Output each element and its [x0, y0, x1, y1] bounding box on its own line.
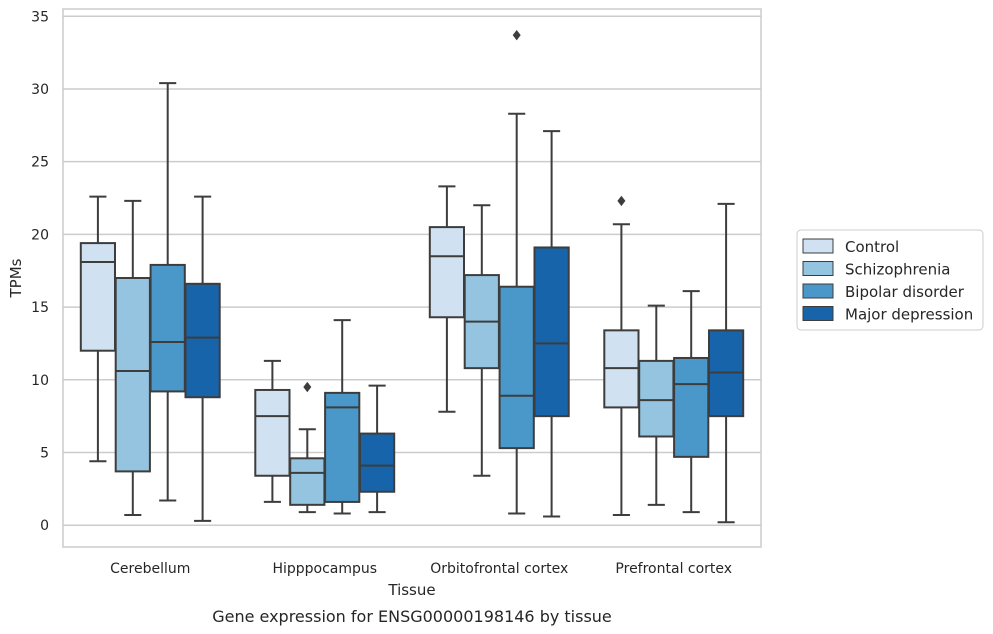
box-body [324, 391, 361, 503]
box-body [533, 246, 570, 418]
legend-label: Schizophrenia [845, 261, 950, 279]
chart-caption: Gene expression for ENSG00000198146 by t… [212, 607, 612, 626]
box [324, 319, 361, 515]
box [603, 195, 640, 517]
legend-swatch [802, 261, 834, 276]
box [289, 381, 326, 514]
legend-label: Bipolar disorder [845, 283, 965, 301]
y-tick-label: 5 [40, 445, 49, 461]
legend-swatch [802, 238, 834, 254]
x-tick-label: Hipppocampus [272, 561, 377, 577]
legend-label: Control [845, 238, 899, 256]
x-tick-label: Prefrontal cortex [615, 561, 732, 577]
y-tick-label: 30 [31, 82, 49, 98]
box [463, 204, 500, 477]
box [149, 82, 186, 502]
box-body [184, 282, 221, 399]
box-groups [79, 29, 745, 524]
box-body [114, 277, 151, 473]
box-body [498, 285, 535, 450]
box-body [79, 242, 117, 352]
x-tick-label: Cerebellum [110, 561, 190, 577]
x-tick-label: Orbitofrontal cortex [430, 561, 568, 577]
y-tick-label: 0 [40, 518, 49, 534]
y-tick-labels: 0 5 10 15 20 25 30 35 [31, 9, 49, 534]
y-tick-label: 10 [31, 373, 49, 389]
box [114, 199, 151, 517]
legend-swatch [802, 283, 834, 299]
box-body [428, 226, 466, 319]
box [358, 384, 396, 514]
x-tick-labels: Cerebellum Hipppocampus Orbitofrontal cort… [110, 561, 732, 577]
plot-frame [62, 8, 762, 548]
y-tick-label: 15 [31, 300, 49, 316]
box-body [638, 359, 675, 438]
box-body [254, 388, 291, 477]
box [533, 130, 570, 518]
y-tick-label: 20 [31, 227, 49, 243]
box [638, 304, 675, 506]
outlier-point [303, 381, 312, 393]
box [428, 185, 466, 413]
box-body [673, 356, 710, 458]
box [673, 290, 710, 514]
legend-frame [796, 229, 984, 331]
box [254, 359, 291, 503]
legend: Control Schizophrenia Bipolar disorder Majo… [796, 229, 984, 331]
y-axis-label: TPMs [7, 258, 25, 298]
outlier-point [617, 195, 626, 207]
box [498, 29, 535, 515]
outlier-point [512, 29, 521, 41]
y-tick-label: 35 [31, 9, 49, 25]
box [707, 202, 745, 524]
box-body [289, 457, 326, 506]
box-body [149, 263, 186, 393]
legend-label: Major depression [845, 306, 973, 324]
box [184, 195, 221, 522]
legend-swatch [802, 306, 834, 321]
box-body [358, 432, 396, 493]
x-axis-label: Tissue [387, 581, 435, 599]
box [79, 195, 117, 463]
y-tick-label: 25 [31, 155, 49, 171]
